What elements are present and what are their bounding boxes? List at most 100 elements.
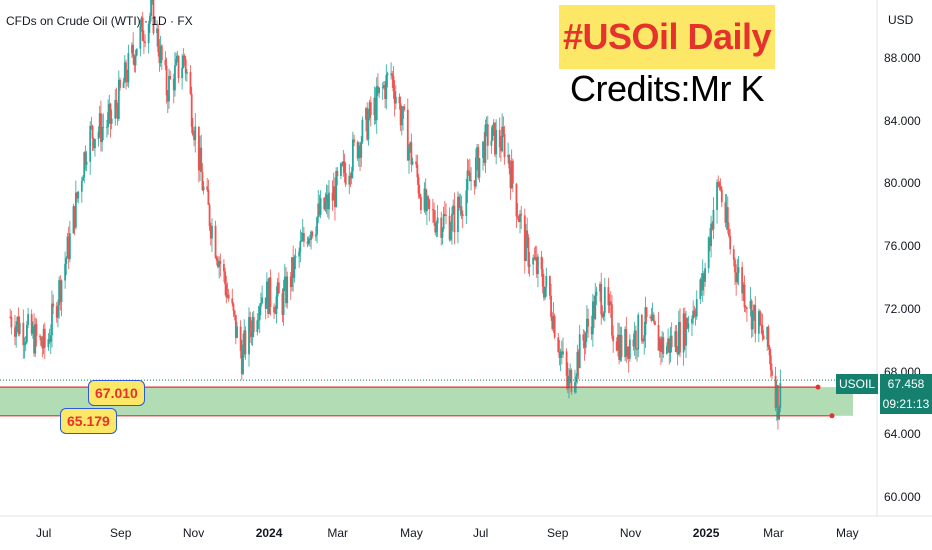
candle-body [51,303,53,336]
candle-body [341,163,344,166]
candle-body [686,318,689,329]
candle-body [558,351,561,358]
lower-level-label[interactable]: 65.179 [60,408,117,434]
candle-body [685,318,687,346]
candle-body [669,335,672,353]
candle-body [725,207,728,223]
candle-body [208,204,211,227]
candle-body [300,240,303,242]
candle-body [662,337,665,354]
candle-body [258,306,261,320]
candle-body [92,138,95,149]
candle-body [194,126,197,141]
candle-body [760,324,763,326]
candle-body [777,385,779,420]
candle-body [23,343,26,346]
candle-body [537,256,539,275]
candle-body [134,55,137,66]
candle-body [25,324,28,342]
candle-body [52,303,55,307]
candle-body [523,215,526,262]
candle-body [528,264,531,267]
candle-body [98,113,101,132]
candle-body [201,171,204,191]
candle-body [232,303,235,311]
candle-body [176,55,179,59]
candle-body [215,257,218,261]
candle-body [637,314,640,350]
candle-body [540,256,543,270]
candle-body [543,286,545,298]
candle-body [90,125,93,127]
candle-body [624,329,627,358]
candle-body [199,147,201,171]
candle-body [365,108,367,120]
candle-body [570,369,573,393]
candle-body [183,55,186,60]
candle-body [762,335,765,340]
symbol-title[interactable]: CFDs on Crude Oil (WTI) · 1D · FX [6,14,193,28]
candle-body [744,307,747,308]
candle-body [165,65,168,96]
candle-body [316,217,318,235]
upper-level-label[interactable]: 67.010 [88,380,145,406]
candle-body [557,337,560,352]
lower-level-handle[interactable] [829,413,835,419]
candle-body [265,281,268,309]
candle-body [91,125,94,139]
candle-body [509,168,512,189]
price-tick-label: 84.000 [884,113,921,128]
candle-body [211,225,213,239]
candle-body [474,157,477,187]
candle-body [417,177,420,194]
time-tick-label: Jul [473,526,489,540]
candle-body [712,209,715,230]
candle-body [57,305,59,318]
candle-body [126,80,129,83]
currency-label[interactable]: USD [888,13,914,27]
candle-body [453,205,456,233]
candle-body [495,129,498,155]
candle-body [661,337,664,353]
candle-body [503,134,506,158]
candle-body [117,79,120,119]
candle-body [150,0,152,17]
current-price-box: 67.458 09:21:13 [880,374,932,414]
candle-body [384,85,387,99]
candle-body [85,161,88,165]
candle-body [114,100,117,119]
time-tick-label: Sep [547,526,569,540]
candle-body [97,131,100,140]
candle-body [48,339,51,342]
candle-body [133,56,136,66]
candle-body [367,117,370,140]
candle-body [59,280,62,303]
candle-body [89,125,92,162]
candle-body [634,330,637,350]
candle-body [281,293,284,315]
candle-body [482,141,484,158]
candle-body [349,175,352,179]
candle-body [206,186,209,190]
candle-body [301,233,304,241]
candle-body [182,55,185,68]
candle-body [110,118,113,124]
candle-body [125,62,127,81]
candle-body [645,307,648,318]
candle-body [378,87,381,94]
candle-body [175,58,178,66]
price-tick-label: 64.000 [884,427,921,442]
upper-level-handle[interactable] [815,384,821,390]
candle-body [181,67,184,79]
candle-body [415,161,418,165]
candle-body [595,291,598,296]
candle-body [766,326,769,340]
candle-body [477,147,480,178]
candle-body [700,279,703,291]
candle-body [166,95,169,102]
candle-body [217,260,219,267]
candle-body [667,338,669,347]
candle-body [458,196,461,208]
candle-body [577,351,580,369]
candle-body [42,328,45,349]
